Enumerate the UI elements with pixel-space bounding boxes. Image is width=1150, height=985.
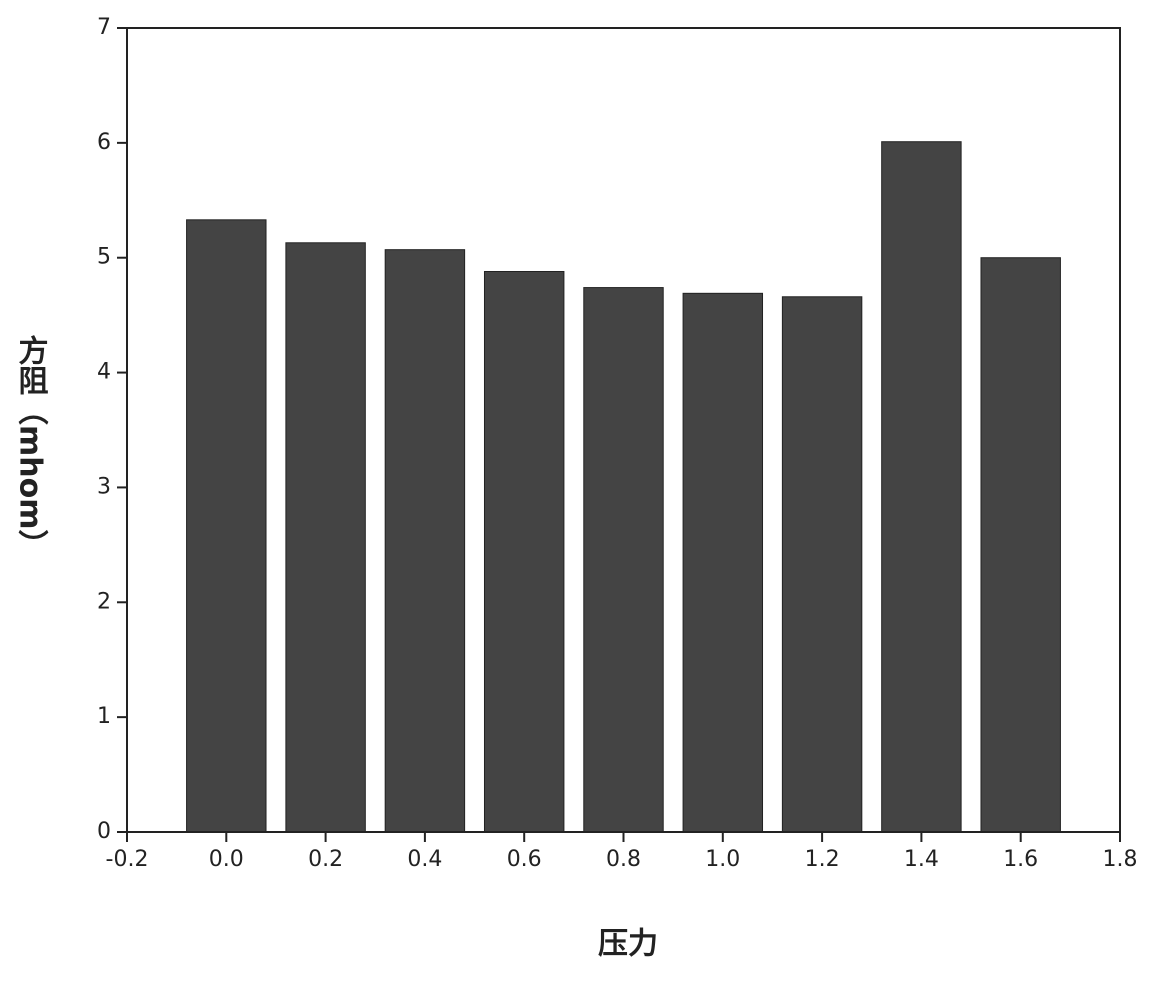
x-tick-label: -0.2 [106, 847, 149, 872]
y-tick-label: 1 [97, 704, 111, 729]
y-tick-label: 3 [97, 474, 111, 499]
x-tick-label: 0.6 [507, 847, 542, 872]
x-tick-label: 1.8 [1103, 847, 1138, 872]
bar [980, 257, 1061, 833]
x-tick-label: 0.0 [209, 847, 244, 872]
y-tick-label: 2 [97, 589, 111, 614]
x-tick-label: 0.8 [606, 847, 641, 872]
y-tick-label: 0 [97, 819, 111, 844]
y-tick-label: 6 [97, 130, 111, 155]
bar [781, 296, 863, 833]
bar [583, 287, 664, 833]
bar [285, 242, 366, 833]
bar [881, 141, 962, 833]
y-tick-label: 5 [97, 245, 111, 270]
bar [483, 270, 565, 833]
x-tick-label: 0.2 [308, 847, 343, 872]
x-tick-label: 1.6 [1003, 847, 1038, 872]
x-axis-label: 压力 [598, 927, 658, 962]
bar [384, 249, 466, 833]
y-tick-label: 4 [97, 360, 111, 385]
x-tick-label: 1.2 [805, 847, 840, 872]
x-tick-label: 1.0 [705, 847, 740, 872]
x-tick-label: 1.4 [904, 847, 939, 872]
bar [682, 292, 764, 833]
y-tick-label: 7 [97, 15, 111, 40]
y-axis-label: 方阻（mhom） [13, 334, 49, 559]
bar [186, 219, 267, 833]
x-tick-label: 0.4 [407, 847, 442, 872]
